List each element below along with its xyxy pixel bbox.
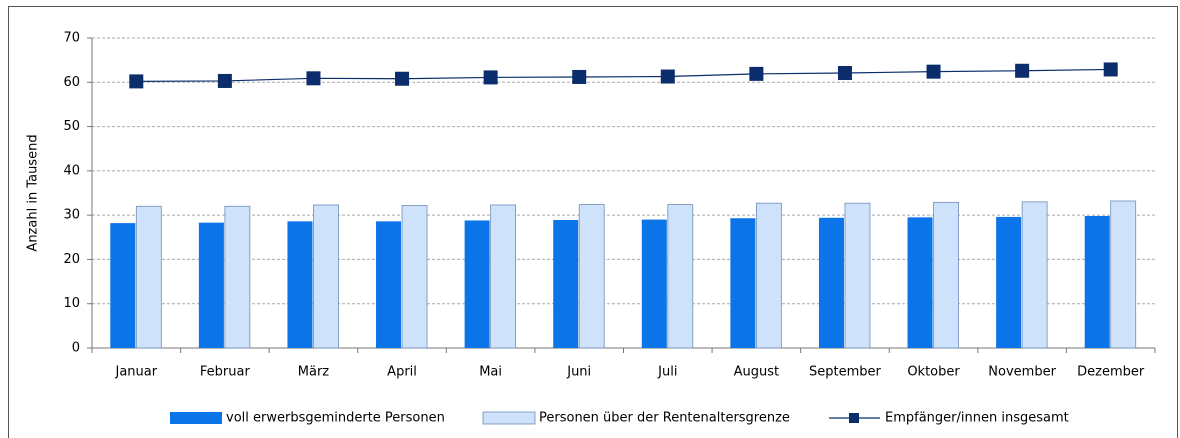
bar xyxy=(755,202,782,349)
x-tick-label: September xyxy=(809,365,882,380)
bar xyxy=(376,221,402,348)
bar xyxy=(490,204,517,349)
bar xyxy=(313,204,339,349)
frame xyxy=(8,6,1178,438)
bar xyxy=(224,205,251,349)
line xyxy=(136,68,1111,82)
x-tick-label: Oktober xyxy=(907,365,960,380)
marker xyxy=(395,71,410,86)
bar xyxy=(667,204,694,349)
bar xyxy=(110,223,136,348)
legend-swatch xyxy=(482,411,536,425)
marker xyxy=(572,69,587,84)
marker xyxy=(749,66,764,81)
x-tick-label: Januar xyxy=(114,365,157,380)
x-tick-label: August xyxy=(734,365,780,380)
bar xyxy=(287,221,313,348)
x-tick-label: Dezember xyxy=(1077,365,1145,380)
marker xyxy=(306,71,321,86)
y-tick-label: 60 xyxy=(63,75,80,90)
bar xyxy=(1084,216,1110,348)
y-tick-label: 40 xyxy=(63,163,80,178)
y-tick-label: 30 xyxy=(63,208,80,223)
bar xyxy=(818,217,844,348)
bar xyxy=(135,205,162,349)
bar xyxy=(464,220,490,348)
x-tick-label: Juni xyxy=(566,365,591,380)
bar xyxy=(401,204,428,349)
bar xyxy=(933,201,959,349)
x-tick-label: Juli xyxy=(657,365,677,380)
x-tick-label: März xyxy=(298,365,330,380)
y-axis-title: Anzahl in Tausend xyxy=(26,134,41,251)
bar xyxy=(844,202,871,349)
bar xyxy=(907,217,933,348)
y-tick-label: 70 xyxy=(63,31,80,46)
bar xyxy=(553,220,579,348)
y-tick-label: 0 xyxy=(72,341,80,356)
marker xyxy=(1103,62,1118,77)
marker xyxy=(217,73,232,88)
bar xyxy=(578,204,605,349)
marker xyxy=(837,65,852,80)
legend-swatch xyxy=(170,412,222,424)
legend-marker xyxy=(849,413,859,423)
legend-label: Empfänger/innen insgesamt xyxy=(885,411,1069,426)
legend-label: Personen über der Rentenaltersgrenze xyxy=(539,411,790,426)
marker xyxy=(129,74,144,89)
bar xyxy=(641,219,667,348)
marker xyxy=(1015,63,1030,78)
bar xyxy=(996,216,1022,348)
bar xyxy=(198,222,224,348)
x-tick-label: November xyxy=(988,365,1056,380)
x-tick-label: April xyxy=(387,365,417,380)
bar xyxy=(1021,201,1048,349)
y-tick-label: 10 xyxy=(63,296,80,311)
marker xyxy=(660,69,675,84)
y-tick-label: 20 xyxy=(63,252,80,267)
bar xyxy=(730,218,756,348)
bar xyxy=(1110,200,1137,349)
x-tick-label: Mai xyxy=(479,365,502,380)
y-tick-label: 50 xyxy=(63,119,80,134)
legend-label: voll erwerbsgeminderte Personen xyxy=(226,411,445,426)
x-tick-label: Februar xyxy=(200,365,251,380)
marker xyxy=(926,64,941,79)
marker xyxy=(483,70,498,85)
